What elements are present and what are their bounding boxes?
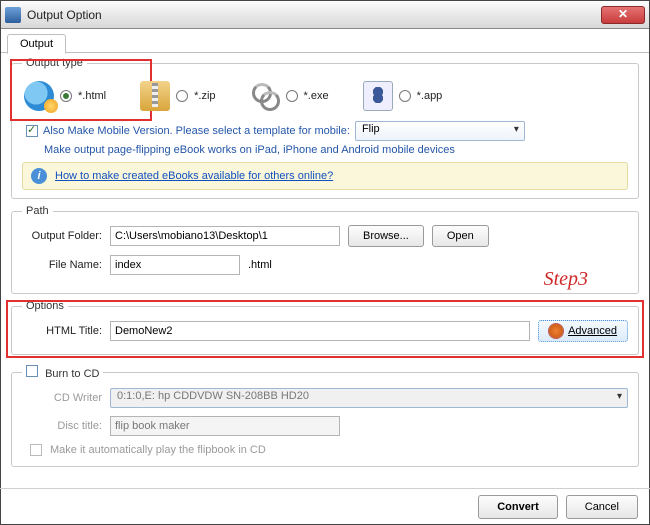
type-exe[interactable]: *.exe xyxy=(250,81,329,111)
browse-button[interactable]: Browse... xyxy=(348,225,424,247)
row-html-title: HTML Title: Advanced xyxy=(22,320,628,342)
select-cd-writer: 0:1:0,E: hp CDDVDW SN-208BB HD20 xyxy=(110,388,628,408)
gear-icon xyxy=(549,324,563,338)
label-html: *.html xyxy=(78,90,106,102)
row-autoplay: Make it automatically play the flipbook … xyxy=(30,444,628,456)
label-html-title: HTML Title: xyxy=(22,325,102,337)
radio-app[interactable] xyxy=(399,90,411,102)
mobile-checkbox[interactable] xyxy=(26,125,38,137)
titlebar: Output Option ✕ xyxy=(1,1,649,29)
globe-icon xyxy=(24,81,54,111)
input-html-title[interactable] xyxy=(110,321,530,341)
legend-options: Options xyxy=(22,300,68,312)
label-app: *.app xyxy=(417,90,443,102)
type-html[interactable]: *.html xyxy=(24,81,106,111)
label-exe: *.exe xyxy=(304,90,329,102)
advanced-label: Advanced xyxy=(568,325,617,337)
label-output-folder: Output Folder: xyxy=(22,230,102,242)
app-icon xyxy=(5,7,21,23)
legend-burn: Burn to CD xyxy=(22,365,103,380)
group-output-type: Output type *.html *.zip *.exe *.app xyxy=(11,57,639,199)
window-title: Output Option xyxy=(27,8,601,22)
row-file-name: File Name: .html xyxy=(22,255,628,275)
burn-checkbox[interactable] xyxy=(26,365,38,377)
input-output-folder[interactable] xyxy=(110,226,340,246)
radio-html[interactable] xyxy=(60,90,72,102)
radio-zip[interactable] xyxy=(176,90,188,102)
group-options: Options HTML Title: Advanced xyxy=(11,300,639,355)
burn-checkbox-label: Burn to CD xyxy=(45,368,99,380)
advanced-button[interactable]: Advanced xyxy=(538,320,628,342)
tab-strip: Output xyxy=(1,29,649,53)
autoplay-checkbox xyxy=(30,444,42,456)
mobile-checkbox-label: Also Make Mobile Version. Please select … xyxy=(43,125,350,137)
footer-separator xyxy=(0,488,650,489)
info-link[interactable]: How to make created eBooks available for… xyxy=(55,170,333,182)
open-button[interactable]: Open xyxy=(432,225,489,247)
tab-output[interactable]: Output xyxy=(7,34,66,54)
group-path: Path Output Folder: Browse... Open File … xyxy=(11,205,639,294)
info-icon: i xyxy=(31,168,47,184)
info-bar: i How to make created eBooks available f… xyxy=(22,162,628,190)
radio-exe[interactable] xyxy=(286,90,298,102)
input-file-name[interactable] xyxy=(110,255,240,275)
convert-button[interactable]: Convert xyxy=(478,495,558,519)
row-disc-title: Disc title: xyxy=(22,416,628,436)
group-burn: Burn to CD CD Writer 0:1:0,E: hp CDDVDW … xyxy=(11,365,639,467)
legend-output-type: Output type xyxy=(22,57,87,69)
file-ext: .html xyxy=(248,259,272,271)
mac-app-icon xyxy=(363,81,393,111)
mobile-hint: Make output page-flipping eBook works on… xyxy=(44,144,628,156)
legend-path: Path xyxy=(22,205,53,217)
gears-icon xyxy=(250,81,280,111)
row-cd-writer: CD Writer 0:1:0,E: hp CDDVDW SN-208BB HD… xyxy=(22,388,628,408)
output-type-row: *.html *.zip *.exe *.app xyxy=(22,77,628,121)
zip-icon xyxy=(140,81,170,111)
panel-body: Output type *.html *.zip *.exe *.app xyxy=(1,53,649,479)
autoplay-label: Make it automatically play the flipbook … xyxy=(50,444,266,456)
mobile-template-select[interactable]: Flip xyxy=(355,121,525,141)
footer: Convert Cancel xyxy=(478,495,638,519)
step3-callout: Step3 xyxy=(544,268,588,291)
row-output-folder: Output Folder: Browse... Open xyxy=(22,225,628,247)
input-disc-title xyxy=(110,416,340,436)
close-button[interactable]: ✕ xyxy=(601,6,645,24)
label-zip: *.zip xyxy=(194,90,215,102)
type-zip[interactable]: *.zip xyxy=(140,81,215,111)
type-app[interactable]: *.app xyxy=(363,81,443,111)
mobile-row: Also Make Mobile Version. Please select … xyxy=(26,121,628,141)
label-file-name: File Name: xyxy=(22,259,102,271)
label-cd-writer: CD Writer xyxy=(22,392,102,404)
cd-writer-value: 0:1:0,E: hp CDDVDW SN-208BB HD20 xyxy=(117,390,309,402)
label-disc-title: Disc title: xyxy=(22,420,102,432)
mobile-template-value: Flip xyxy=(362,123,380,135)
cancel-button[interactable]: Cancel xyxy=(566,495,638,519)
